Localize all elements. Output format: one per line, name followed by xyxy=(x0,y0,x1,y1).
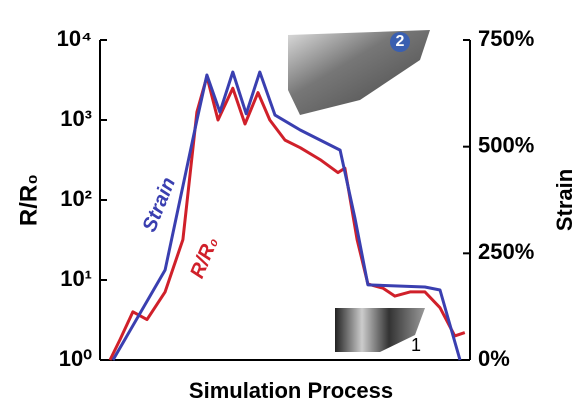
x-axis-label: Simulation Process xyxy=(189,378,393,403)
y2-tick-label: 250% xyxy=(478,239,534,264)
y2-axis-label: Strain xyxy=(552,169,577,231)
inset-label: 1 xyxy=(411,335,421,355)
chart: 2 1 Simulation Process R/R₀ Strain 10⁰ 10… xyxy=(0,0,582,408)
inset-label: 2 xyxy=(396,33,405,50)
y2-tick-label: 750% xyxy=(478,26,534,51)
y2-tick-label: 0% xyxy=(478,346,510,371)
y-tick-label: 10² xyxy=(60,186,92,211)
y2-tick-label: 500% xyxy=(478,132,534,157)
y-tick-label: 10⁴ xyxy=(57,26,92,51)
y-tick-label: 10⁰ xyxy=(59,346,92,371)
y-axis-label: R/R₀ xyxy=(15,174,42,226)
y-tick-label: 10¹ xyxy=(60,266,92,291)
series-label: R/R₀ xyxy=(186,234,222,282)
y-tick-label: 10³ xyxy=(60,106,92,131)
